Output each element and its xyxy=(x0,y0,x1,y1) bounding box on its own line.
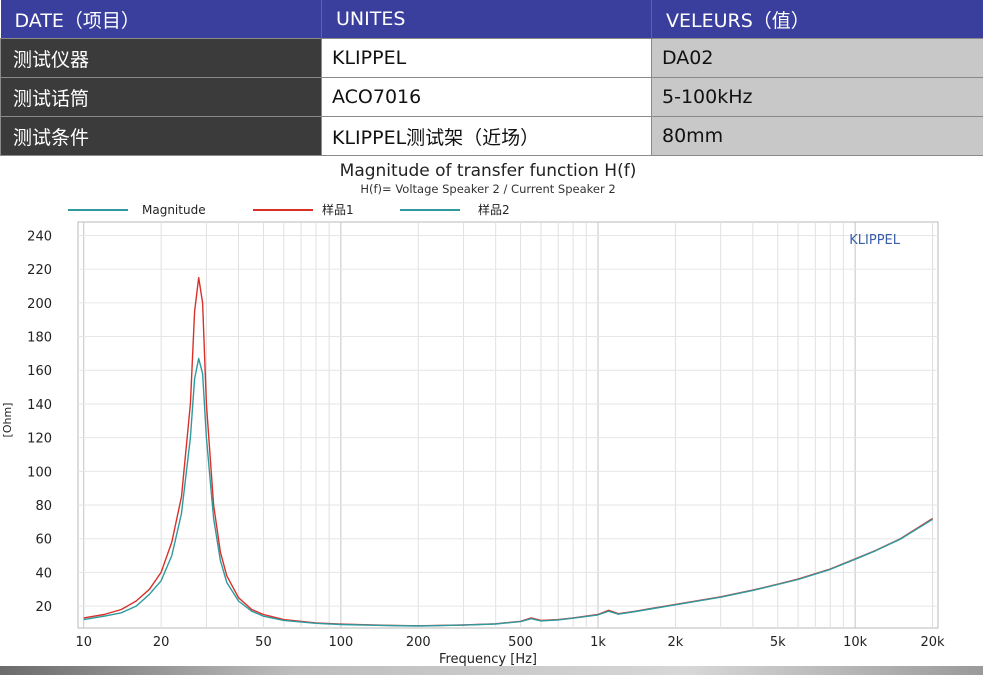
x-tick-label: 1k xyxy=(590,635,606,650)
x-tick-label: 20 xyxy=(153,635,170,650)
series-line-样品2 xyxy=(83,357,933,627)
y-tick-labels: 20 40 60 80 100 120 140 160 180 200 220 240 xyxy=(27,229,52,615)
table-row: 测试话筒 ACO7016 5-100kHz xyxy=(0,77,983,117)
row-label: 测试仪器 xyxy=(0,38,322,78)
x-tick-labels: 10 20 50 100 200 500 1k 2k 5k 10k 20k xyxy=(75,635,945,650)
table-row: 测试条件 KLIPPEL测试架（近场） 80mm xyxy=(0,116,983,156)
legend-label: Magnitude xyxy=(142,203,206,217)
x-tick-label: 100 xyxy=(328,635,353,650)
x-tick-label: 2k xyxy=(668,635,684,650)
impedance-chart: Magnitude of transfer function H(f) H(f)… xyxy=(0,158,983,666)
chart-series xyxy=(83,276,933,627)
y-tick-label: 200 xyxy=(27,297,52,312)
row-unit: ACO7016 xyxy=(321,77,652,117)
klippel-watermark: KLIPPEL xyxy=(849,233,900,248)
y-tick-label: 120 xyxy=(27,432,52,447)
spec-table-header-row: DATE（项目） UNITES VELEURS（值） xyxy=(0,0,983,39)
y-tick-label: 60 xyxy=(35,533,52,548)
x-tick-label: 20k xyxy=(921,635,946,650)
legend-label: 样品2 xyxy=(478,202,510,217)
header-date: DATE（项目） xyxy=(0,0,322,39)
header-unites: UNITES xyxy=(321,0,652,39)
row-unit: KLIPPEL xyxy=(321,38,652,78)
x-tick-label: 200 xyxy=(406,635,431,650)
x-axis-label: Frequency [Hz] xyxy=(439,652,537,666)
spec-table: DATE（项目） UNITES VELEURS（值） 测试仪器 KLIPPEL … xyxy=(0,0,983,156)
row-value: 5-100kHz xyxy=(651,77,983,117)
legend-label: 样品1 xyxy=(322,202,354,217)
y-tick-label: 80 xyxy=(35,499,52,514)
y-tick-label: 140 xyxy=(27,398,52,413)
plot-frame xyxy=(77,221,939,629)
y-tick-label: 100 xyxy=(27,465,52,480)
x-tick-label: 5k xyxy=(770,635,786,650)
y-tick-label: 20 xyxy=(35,600,52,615)
y-tick-label: 220 xyxy=(27,263,52,278)
y-tick-label: 180 xyxy=(27,331,52,346)
y-tick-label: 40 xyxy=(35,566,52,581)
row-label: 测试条件 xyxy=(0,116,322,156)
x-tick-label: 500 xyxy=(508,635,533,650)
chart-subtitle: H(f)= Voltage Speaker 2 / Current Speake… xyxy=(360,182,615,196)
table-row: 测试仪器 KLIPPEL DA02 xyxy=(0,38,983,78)
x-tick-label: 10 xyxy=(75,635,92,650)
row-value: 80mm xyxy=(651,116,983,156)
y-axis-label: [Ohm] xyxy=(1,403,14,438)
row-value: DA02 xyxy=(651,38,983,78)
header-veleurs: VELEURS（值） xyxy=(651,0,983,39)
x-tick-label: 10k xyxy=(843,635,868,650)
chart-grid xyxy=(78,222,938,628)
y-tick-label: 160 xyxy=(27,364,52,379)
bottom-edge-strip xyxy=(0,666,983,675)
chart-background xyxy=(0,158,983,666)
row-unit: KLIPPEL测试架（近场） xyxy=(321,116,652,156)
x-tick-label: 50 xyxy=(255,635,272,650)
y-tick-label: 240 xyxy=(27,229,52,244)
row-label: 测试话筒 xyxy=(0,77,322,117)
chart-title: Magnitude of transfer function H(f) xyxy=(340,161,637,181)
chart-legend: Magnitude 样品1 样品2 xyxy=(68,202,510,217)
